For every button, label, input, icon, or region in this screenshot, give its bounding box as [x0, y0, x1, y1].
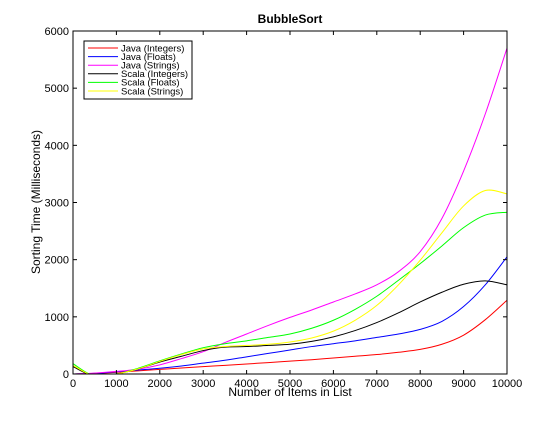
x-tick-label: 6000 — [321, 378, 345, 390]
x-tick-label: 8000 — [408, 378, 432, 390]
y-tick-label: 3000 — [45, 198, 69, 210]
y-tick-label: 2000 — [45, 255, 69, 267]
y-tick-label: 1000 — [45, 312, 69, 324]
legend: Java (Integers)Java (Floats)Java (String… — [83, 40, 193, 100]
legend-label: Java (Strings) — [121, 61, 180, 72]
y-tick-label: 6000 — [45, 26, 69, 38]
x-tick-label: 1000 — [104, 378, 128, 390]
x-tick-label: 0 — [70, 378, 76, 390]
series-line-scala-strings — [73, 189, 507, 374]
series-line-scala-floats — [73, 211, 507, 374]
x-tick-label: 10000 — [492, 378, 523, 390]
legend-label: Scala (Integers) — [121, 69, 188, 80]
x-axis-label: Number of Items in List — [228, 385, 352, 399]
legend-box — [83, 40, 193, 100]
y-tick-label: 4000 — [45, 140, 69, 152]
chart-title: BubbleSort — [258, 12, 323, 26]
series-line-java-integers — [73, 299, 507, 374]
ticks-layer: 0 1000 2000 3000 4000 5000 6000 7000 8000 9000 100… — [45, 26, 523, 390]
legend-label: Java (Integers) — [121, 43, 184, 54]
y-tick-label: 0 — [63, 369, 69, 381]
x-tick-label: 7000 — [365, 378, 389, 390]
series-line-java-strings — [73, 47, 507, 374]
y-tick-label: 5000 — [45, 83, 69, 95]
x-tick-label: 2000 — [148, 378, 172, 390]
x-tick-label: 5000 — [278, 378, 302, 390]
series-layer — [73, 47, 507, 374]
legend-label: Scala (Floats) — [121, 78, 180, 89]
x-tick-label: 3000 — [191, 378, 215, 390]
x-tick-label: 4000 — [234, 378, 258, 390]
y-axis-label: Sorting Time (Milliseconds) — [29, 130, 43, 274]
legend-label: Scala (Strings) — [121, 86, 183, 97]
legend-label: Java (Floats) — [121, 52, 176, 63]
x-tick-label: 9000 — [451, 378, 475, 390]
series-line-java-floats — [73, 256, 507, 374]
